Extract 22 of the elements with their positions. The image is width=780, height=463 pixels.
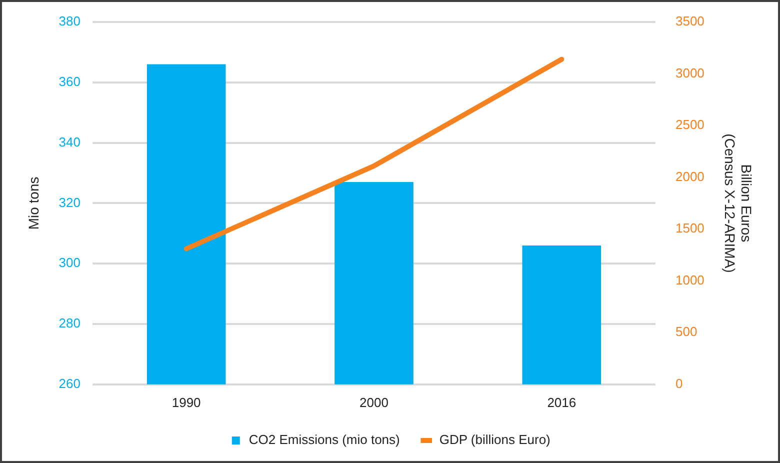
y2-tick-label: 1000 — [675, 272, 704, 288]
y2-tick-label: 1500 — [675, 220, 704, 236]
y2-tick-label: 3000 — [675, 65, 704, 80]
y-tick-label: 380 — [58, 14, 80, 29]
legend-label: CO2 Emissions (mio tons) — [248, 432, 400, 448]
legend-label: GDP (billions Euro) — [439, 432, 550, 448]
y-tick-label: 320 — [58, 194, 80, 210]
y-axis-title: Mio tons — [25, 176, 42, 230]
y2-tick-label: 3500 — [675, 14, 704, 29]
y-tick-label: 360 — [58, 74, 80, 89]
y2-tick-label: 2500 — [675, 117, 704, 132]
y2-tick-label: 2000 — [675, 168, 704, 184]
y-tick-label: 260 — [58, 376, 80, 391]
x-tick-label: 2000 — [360, 394, 388, 410]
x-tick-label: 2016 — [547, 394, 576, 410]
y-tick-label: 280 — [58, 316, 80, 331]
y-tick-label: 340 — [58, 134, 80, 150]
y2-axis-title: Billion Euros (Census X-12-ARIMA) — [722, 134, 755, 273]
y2-tick-label: 500 — [675, 324, 698, 340]
x-tick-label: 1990 — [172, 394, 201, 410]
y2-tick-label: 0 — [675, 376, 683, 391]
y-tick-label: 300 — [58, 255, 80, 270]
